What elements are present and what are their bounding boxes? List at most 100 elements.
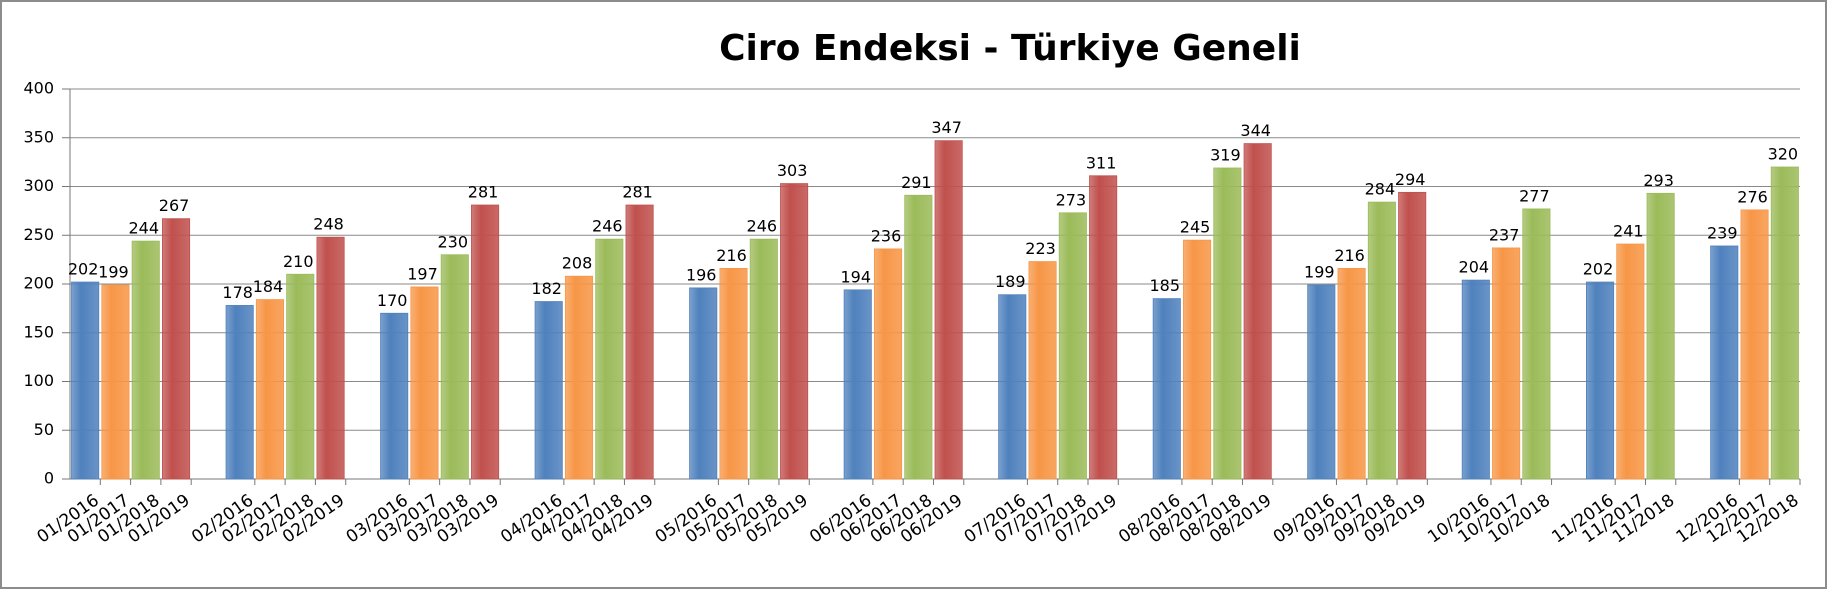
bar bbox=[874, 248, 903, 480]
y-tick-label: 300 bbox=[23, 176, 54, 195]
value-label: 184 bbox=[253, 277, 284, 296]
value-label: 210 bbox=[283, 252, 314, 271]
value-label: 196 bbox=[686, 265, 717, 284]
value-label: 246 bbox=[747, 217, 778, 236]
bar bbox=[1213, 167, 1242, 480]
bar bbox=[1710, 245, 1739, 480]
bar bbox=[780, 183, 809, 480]
bar bbox=[1616, 243, 1645, 480]
bar bbox=[689, 287, 718, 480]
bar bbox=[1183, 239, 1212, 480]
y-tick-label: 400 bbox=[23, 79, 54, 98]
value-label: 182 bbox=[531, 279, 562, 298]
bar bbox=[1522, 208, 1551, 480]
bar bbox=[440, 254, 469, 480]
chart-title: Ciro Endeksi - Türkiye Geneli bbox=[719, 28, 1301, 69]
bar bbox=[1089, 175, 1118, 480]
bar bbox=[1770, 166, 1799, 480]
value-label: 303 bbox=[777, 161, 808, 180]
y-tick-label: 350 bbox=[23, 127, 54, 146]
y-tick-label: 250 bbox=[23, 225, 54, 244]
value-label: 197 bbox=[407, 264, 438, 283]
value-label: 277 bbox=[1519, 186, 1550, 205]
value-label: 189 bbox=[995, 272, 1026, 291]
value-label: 202 bbox=[1583, 260, 1614, 279]
y-tick-label: 150 bbox=[23, 322, 54, 341]
bar bbox=[998, 294, 1027, 480]
bar bbox=[1152, 298, 1181, 480]
bar bbox=[1492, 247, 1521, 480]
value-label: 223 bbox=[1025, 239, 1056, 258]
value-label: 208 bbox=[562, 254, 593, 273]
y-tick-label: 50 bbox=[34, 420, 54, 439]
value-label: 320 bbox=[1768, 145, 1799, 164]
value-label: 347 bbox=[931, 118, 962, 137]
value-label: 293 bbox=[1643, 171, 1674, 190]
value-label: 248 bbox=[313, 215, 344, 234]
value-label: 284 bbox=[1365, 180, 1396, 199]
value-label: 281 bbox=[468, 183, 499, 202]
bar bbox=[904, 194, 933, 480]
bar bbox=[380, 312, 409, 480]
value-label: 344 bbox=[1240, 121, 1271, 140]
value-label: 273 bbox=[1056, 190, 1087, 209]
value-label: 291 bbox=[901, 173, 932, 192]
value-label: 170 bbox=[377, 291, 408, 310]
value-label: 185 bbox=[1150, 276, 1181, 295]
value-label: 276 bbox=[1737, 187, 1768, 206]
bar bbox=[534, 301, 563, 480]
bar bbox=[1337, 267, 1366, 480]
bar bbox=[162, 218, 191, 480]
value-label: 311 bbox=[1086, 153, 1117, 172]
value-label: 216 bbox=[716, 246, 747, 265]
value-label: 245 bbox=[1180, 218, 1211, 237]
bar bbox=[410, 286, 439, 480]
bar bbox=[625, 204, 654, 480]
value-label: 241 bbox=[1613, 222, 1644, 241]
bar bbox=[1461, 279, 1490, 480]
bar bbox=[255, 299, 284, 480]
value-label: 204 bbox=[1459, 258, 1490, 277]
bar bbox=[1398, 191, 1427, 480]
bar bbox=[719, 267, 748, 480]
bar bbox=[1367, 201, 1396, 480]
bar bbox=[595, 238, 624, 480]
bar bbox=[71, 281, 100, 480]
bar bbox=[1646, 192, 1675, 480]
value-label: 178 bbox=[222, 283, 253, 302]
value-label: 199 bbox=[1304, 262, 1335, 281]
value-label: 237 bbox=[1489, 225, 1520, 244]
bar bbox=[749, 238, 778, 480]
bar bbox=[225, 305, 254, 480]
value-label: 239 bbox=[1707, 223, 1738, 242]
bar bbox=[471, 204, 500, 480]
value-label: 244 bbox=[128, 219, 159, 238]
value-label: 216 bbox=[1334, 246, 1365, 265]
value-label: 294 bbox=[1395, 170, 1426, 189]
bar bbox=[1028, 261, 1057, 480]
value-label: 236 bbox=[871, 226, 902, 245]
value-label: 281 bbox=[622, 183, 653, 202]
bar bbox=[316, 236, 345, 480]
value-label: 319 bbox=[1210, 145, 1241, 164]
bar bbox=[286, 273, 315, 480]
value-label: 199 bbox=[98, 262, 129, 281]
bar bbox=[101, 284, 130, 480]
value-label: 194 bbox=[840, 267, 871, 286]
bar bbox=[564, 275, 594, 480]
value-label: 202 bbox=[68, 260, 99, 279]
y-tick-label: 0 bbox=[44, 469, 54, 488]
bar bbox=[1058, 212, 1087, 480]
bar bbox=[934, 140, 963, 480]
bar bbox=[131, 240, 160, 480]
y-tick-label: 100 bbox=[23, 371, 54, 390]
value-label: 246 bbox=[592, 217, 623, 236]
value-label: 230 bbox=[438, 232, 469, 251]
bar bbox=[843, 289, 872, 480]
bar bbox=[1586, 281, 1615, 480]
bar bbox=[1307, 284, 1336, 480]
y-tick-label: 200 bbox=[23, 274, 54, 293]
bar bbox=[1243, 143, 1272, 480]
value-label: 267 bbox=[159, 196, 190, 215]
